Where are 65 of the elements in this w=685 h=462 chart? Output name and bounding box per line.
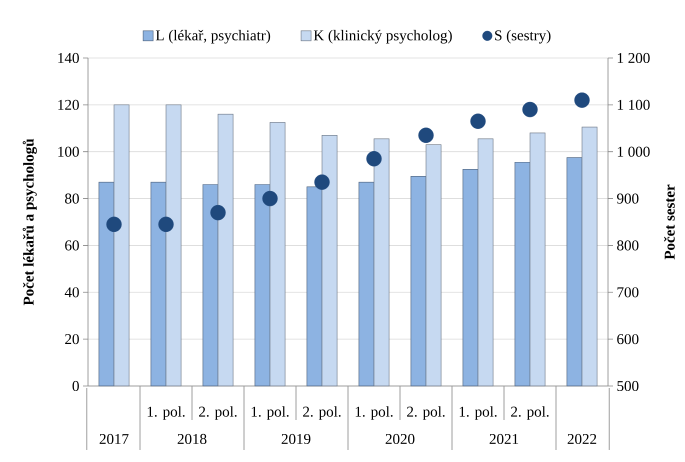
y2-tick-label: 800 (617, 240, 638, 250)
bar (166, 104, 182, 386)
bar (530, 132, 546, 386)
bar (254, 184, 270, 386)
bar (462, 168, 478, 386)
y2-axis-title: Počet sester (664, 184, 675, 260)
x-tick-label: 2. pol. (511, 406, 549, 420)
bar (270, 122, 286, 386)
y-tick-label: 120 (58, 100, 79, 110)
x-tick-label: 1. pol. (356, 406, 393, 420)
bar (114, 104, 130, 386)
text: 2017 (100, 434, 129, 444)
text: 2022 (568, 434, 596, 444)
point (418, 128, 434, 144)
point (210, 204, 226, 220)
y2-tick-label: 1 100 (618, 100, 650, 110)
legend-label: L (lékař, psychiatr) (156, 30, 270, 44)
legend-label: K (klinický psycholog) (314, 30, 452, 44)
y-tick-label: 80 (65, 194, 79, 204)
bar (514, 162, 530, 386)
y2-tick-label: 600 (617, 334, 638, 344)
y2-tick-label: 700 (618, 287, 638, 298)
y-tick-label: 60 (65, 240, 79, 250)
y2-tick-label: 1 000 (618, 146, 650, 157)
bar (322, 135, 338, 386)
bar (358, 182, 374, 386)
bar (218, 114, 234, 386)
y2-tick-label: 900 (617, 194, 638, 204)
x-tick-label: 2. pol. (199, 406, 237, 420)
point (106, 216, 122, 232)
x-tick-label: 1. pol. (252, 406, 289, 420)
point (574, 92, 590, 108)
y-tick-label: 140 (58, 52, 79, 64)
y-tick-label: 100 (58, 146, 79, 157)
text: 2021 (490, 434, 518, 444)
x-tick-label: 1. pol. (148, 406, 185, 420)
point (470, 114, 486, 129)
point (314, 174, 330, 190)
x-tick-label: 2. pol. (407, 406, 445, 420)
bar (426, 144, 442, 386)
point (158, 216, 174, 232)
text: 2020 (386, 434, 414, 444)
y-tick-label: 40 (64, 287, 79, 298)
y2-tick-label: 1 200 (618, 52, 650, 64)
bar (410, 176, 426, 386)
text: 2018 (178, 434, 206, 444)
point (262, 190, 278, 206)
bar (150, 182, 166, 386)
bar (98, 182, 114, 386)
bar (374, 138, 390, 386)
text: 2019 (282, 434, 310, 444)
bar (582, 126, 598, 386)
bar (566, 157, 582, 386)
bar (478, 138, 494, 386)
point (522, 102, 538, 118)
x-tick-label: 1. pol. (460, 406, 497, 420)
x-tick-label: 2. pol. (303, 406, 341, 420)
bar (306, 186, 322, 386)
y2-tick-label: 500 (617, 380, 638, 392)
bar (202, 184, 218, 386)
y-tick-label: 20 (65, 334, 79, 344)
y-tick-label: 0 (72, 380, 79, 392)
y-axis-title: Počet lékařů a psychologů (22, 138, 37, 306)
legend-label: S (sestry) (495, 30, 551, 44)
point (366, 151, 382, 166)
